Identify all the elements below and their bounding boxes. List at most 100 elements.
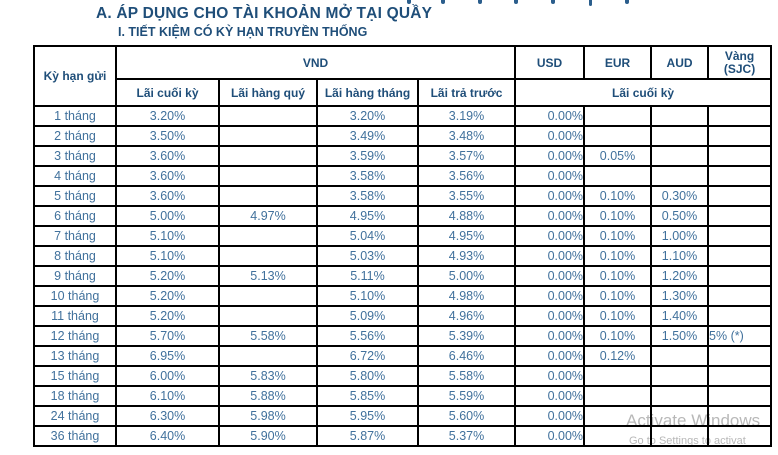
cell-vnd-lai-hang-thang: 5.85% bbox=[316, 385, 419, 407]
cell-vnd-lai-hang-thang: 5.80% bbox=[316, 365, 419, 387]
cell-vnd-lai-hang-quy bbox=[218, 165, 318, 187]
table-row: 3 tháng 3.60% 3.59% 3.57% 0.00% 0.05% bbox=[33, 145, 773, 167]
cell-eur: 0.10% bbox=[583, 305, 653, 327]
cell-usd: 0.00% bbox=[514, 305, 586, 327]
cell-vnd-lai-hang-quy bbox=[218, 245, 318, 267]
cell-eur bbox=[583, 425, 653, 447]
cell-vnd-lai-cuoi-ky: 6.30% bbox=[115, 405, 220, 427]
table-row: 9 tháng 5.20% 5.13% 5.11% 5.00% 0.00% 0.10% 1.2… bbox=[33, 265, 773, 287]
cell-eur bbox=[583, 125, 653, 147]
cell-vnd-lai-hang-quy bbox=[218, 285, 318, 307]
cell-vnd-lai-cuoi-ky: 3.50% bbox=[115, 125, 220, 147]
cell-aud bbox=[650, 165, 710, 187]
table-row: 13 tháng 6.95% 6.72% 6.46% 0.00% 0.12% bbox=[33, 345, 773, 367]
cell-vnd-lai-hang-quy: 5.13% bbox=[218, 265, 318, 287]
cell-usd: 0.00% bbox=[514, 325, 586, 347]
table-row: 10 tháng 5.20% 5.10% 4.98% 0.00% 0.10% 1.30% bbox=[33, 285, 773, 307]
clipped-text-remnant bbox=[441, 0, 445, 4]
cell-vang-sjc bbox=[707, 165, 773, 187]
cell-term: 6 tháng bbox=[33, 205, 117, 227]
cell-vnd-lai-hang-thang: 5.03% bbox=[316, 245, 419, 267]
column-header-term: Kỳ hạn gửi bbox=[33, 45, 117, 107]
cell-vnd-lai-tra-truoc: 3.55% bbox=[416, 185, 517, 207]
cell-vang-sjc bbox=[707, 305, 773, 327]
cell-vang-sjc bbox=[707, 385, 773, 407]
column-header-vnd-hang-thang: Lãi hàng tháng bbox=[316, 78, 419, 107]
cell-term: 3 tháng bbox=[33, 145, 117, 167]
cell-vnd-lai-hang-quy: 4.97% bbox=[218, 205, 318, 227]
cell-eur bbox=[583, 165, 653, 187]
cell-vnd-lai-hang-thang: 5.87% bbox=[316, 425, 419, 447]
cell-vnd-lai-cuoi-ky: 5.10% bbox=[115, 225, 220, 247]
cell-vnd-lai-hang-quy: 5.90% bbox=[218, 425, 318, 447]
cell-vnd-lai-cuoi-ky: 5.20% bbox=[115, 265, 220, 287]
cell-vnd-lai-hang-quy bbox=[218, 145, 318, 167]
table-row: 24 tháng 6.30% 5.98% 5.95% 5.60% 0.00% bbox=[33, 405, 773, 427]
column-header-vnd-tra-truoc: Lãi trả trước bbox=[416, 78, 517, 107]
clipped-text-remnant bbox=[407, 0, 411, 4]
table-row: 1 tháng 3.20% 3.20% 3.19% 0.00% bbox=[33, 105, 773, 127]
cell-vang-sjc bbox=[707, 185, 773, 207]
cell-vnd-lai-cuoi-ky: 5.10% bbox=[115, 245, 220, 267]
cell-vnd-lai-cuoi-ky: 3.60% bbox=[115, 185, 220, 207]
cell-vnd-lai-cuoi-ky: 6.95% bbox=[115, 345, 220, 367]
table-row: 18 tháng 6.10% 5.88% 5.85% 5.59% 0.00% bbox=[33, 385, 773, 407]
cell-usd: 0.00% bbox=[514, 425, 586, 447]
table-row: 5 tháng 3.60% 3.58% 3.55% 0.00% 0.10% 0.30% bbox=[33, 185, 773, 207]
cell-vnd-lai-cuoi-ky: 6.00% bbox=[115, 365, 220, 387]
cell-vang-sjc bbox=[707, 205, 773, 227]
cell-usd: 0.00% bbox=[514, 165, 586, 187]
cell-vang-sjc: 5% (*) bbox=[707, 325, 773, 347]
cell-vang-sjc bbox=[707, 365, 773, 387]
cell-vnd-lai-cuoi-ky: 3.60% bbox=[115, 165, 220, 187]
cell-eur: 0.10% bbox=[583, 325, 653, 347]
table-row: 6 tháng 5.00% 4.97% 4.95% 4.88% 0.00% 0.10% 0.5… bbox=[33, 205, 773, 227]
cell-usd: 0.00% bbox=[514, 225, 586, 247]
cell-vnd-lai-tra-truoc: 5.60% bbox=[416, 405, 517, 427]
table-row: 11 tháng 5.20% 5.09% 4.96% 0.00% 0.10% 1.40% bbox=[33, 305, 773, 327]
cell-eur bbox=[583, 105, 653, 127]
cell-vnd-lai-tra-truoc: 5.37% bbox=[416, 425, 517, 447]
cell-vang-sjc bbox=[707, 265, 773, 287]
cell-term: 9 tháng bbox=[33, 265, 117, 287]
cell-vnd-lai-hang-thang: 3.58% bbox=[316, 185, 419, 207]
cell-vnd-lai-tra-truoc: 4.93% bbox=[416, 245, 517, 267]
cell-vnd-lai-hang-quy: 5.83% bbox=[218, 365, 318, 387]
cell-eur bbox=[583, 385, 653, 407]
cell-vnd-lai-hang-quy bbox=[218, 125, 318, 147]
cell-eur bbox=[583, 405, 653, 427]
cell-vang-sjc bbox=[707, 405, 773, 427]
cell-usd: 0.00% bbox=[514, 105, 586, 127]
cell-vnd-lai-cuoi-ky: 5.20% bbox=[115, 285, 220, 307]
cell-aud bbox=[650, 125, 710, 147]
clipped-text-remnant bbox=[514, 0, 518, 4]
cell-vnd-lai-cuoi-ky: 5.20% bbox=[115, 305, 220, 327]
cell-vnd-lai-hang-quy bbox=[218, 345, 318, 367]
cell-eur: 0.10% bbox=[583, 185, 653, 207]
cell-usd: 0.00% bbox=[514, 385, 586, 407]
gold-label-line2: (SJC) bbox=[723, 61, 756, 76]
cell-vnd-lai-hang-thang: 3.59% bbox=[316, 145, 419, 167]
cell-vnd-lai-hang-thang: 5.11% bbox=[316, 265, 419, 287]
cell-usd: 0.00% bbox=[514, 345, 586, 367]
cell-term: 13 tháng bbox=[33, 345, 117, 367]
cell-vnd-lai-hang-quy bbox=[218, 305, 318, 327]
table-row: 2 tháng 3.50% 3.49% 3.48% 0.00% bbox=[33, 125, 773, 147]
clipped-text-remnant bbox=[625, 0, 629, 4]
cell-eur: 0.10% bbox=[583, 245, 653, 267]
cell-vnd-lai-hang-thang: 5.09% bbox=[316, 305, 419, 327]
cell-aud bbox=[650, 345, 710, 367]
cell-vnd-lai-tra-truoc: 4.96% bbox=[416, 305, 517, 327]
header-row-sub: Lãi cuối kỳ Lãi hàng quý Lãi hàng tháng … bbox=[34, 78, 773, 107]
cell-eur bbox=[583, 365, 653, 387]
cell-vnd-lai-cuoi-ky: 3.60% bbox=[115, 145, 220, 167]
cell-term: 11 tháng bbox=[33, 305, 117, 327]
cell-vnd-lai-tra-truoc: 6.46% bbox=[416, 345, 517, 367]
table-row: 12 tháng 5.70% 5.58% 5.56% 5.39% 0.00% 0.10% 1.… bbox=[33, 325, 773, 347]
cell-vnd-lai-hang-thang: 5.10% bbox=[316, 285, 419, 307]
cell-vnd-lai-tra-truoc: 5.39% bbox=[416, 325, 517, 347]
cell-vnd-lai-tra-truoc: 5.58% bbox=[416, 365, 517, 387]
cell-usd: 0.00% bbox=[514, 125, 586, 147]
header-row-top: Kỳ hạn gửi VND USD EUR AUD Vàng (SJC) bbox=[33, 45, 773, 107]
cell-aud bbox=[650, 405, 710, 427]
